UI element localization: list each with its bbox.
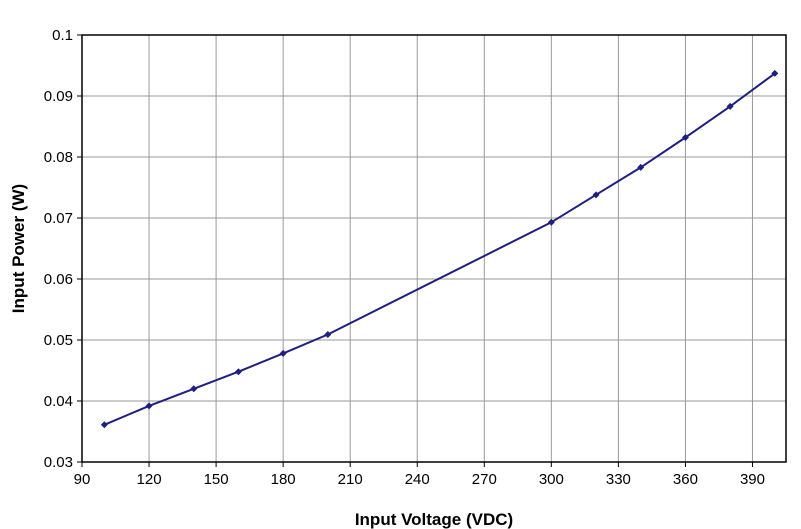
data-point-marker xyxy=(100,421,108,429)
data-point-marker xyxy=(637,163,645,171)
data-point-marker xyxy=(592,191,600,199)
plot-frame xyxy=(81,34,787,463)
x-tick-label: 300 xyxy=(539,471,564,488)
data-point-marker xyxy=(234,368,242,376)
y-tick-label: 0.03 xyxy=(44,454,73,471)
vertical-gridlines xyxy=(81,35,753,467)
y-tick-label: 0.04 xyxy=(44,393,73,410)
y-tick-label: 0.05 xyxy=(44,332,73,349)
data-point-marker xyxy=(324,331,332,339)
x-tick-label: 240 xyxy=(405,471,430,488)
y-tick-label: 0.1 xyxy=(52,27,73,44)
x-tick-label: 180 xyxy=(271,471,296,488)
data-point-marker xyxy=(681,133,689,141)
data-point-marker xyxy=(279,349,287,357)
data-point-marker xyxy=(771,69,779,77)
x-tick-label: 90 xyxy=(74,471,91,488)
series-layer xyxy=(100,69,779,429)
y-axis-title: Input Power (W) xyxy=(9,184,28,313)
x-tick-label: 270 xyxy=(472,471,497,488)
data-point-marker xyxy=(190,385,198,393)
y-axis-tick-labels: 0.03 0.04 0.05 0.06 0.07 0.08 0.09 0.1 xyxy=(44,27,73,471)
data-point-marker xyxy=(145,402,153,410)
x-tick-label: 150 xyxy=(204,471,229,488)
y-tick-label: 0.07 xyxy=(44,210,73,227)
x-axis-title: Input Voltage (VDC) xyxy=(355,510,513,529)
y-tick-label: 0.06 xyxy=(44,271,73,288)
data-point-marker xyxy=(547,218,555,226)
x-axis-tick-labels: 90 120 150 180 210 240 270 300 330 360 390 xyxy=(74,471,765,488)
x-tick-label: 360 xyxy=(673,471,698,488)
x-tick-label: 330 xyxy=(606,471,631,488)
data-point-marker xyxy=(726,102,734,110)
y-tick-label: 0.08 xyxy=(44,149,73,166)
x-tick-label: 120 xyxy=(137,471,162,488)
y-tick-label: 0.09 xyxy=(44,88,73,105)
x-tick-label: 390 xyxy=(740,471,765,488)
x-tick-label: 210 xyxy=(338,471,363,488)
series-line xyxy=(103,72,776,426)
